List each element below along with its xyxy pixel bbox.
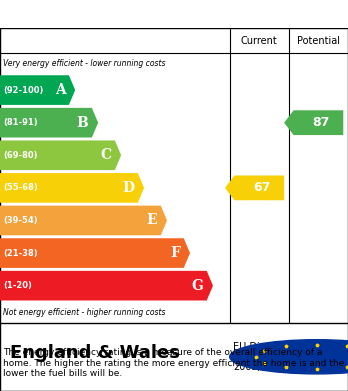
Polygon shape [0,206,167,235]
Text: England & Wales: England & Wales [10,344,180,362]
Text: (81-91): (81-91) [3,118,38,127]
Text: (1-20): (1-20) [3,281,32,290]
Text: A: A [55,83,65,97]
Polygon shape [0,140,121,170]
Text: F: F [171,246,180,260]
Text: (92-100): (92-100) [3,86,44,95]
Text: Potential: Potential [297,36,340,46]
Polygon shape [0,238,190,268]
Text: 67: 67 [253,181,270,194]
Text: G: G [191,279,203,293]
Text: (69-80): (69-80) [3,151,38,160]
Text: E: E [147,213,157,228]
Text: Energy Efficiency Rating: Energy Efficiency Rating [10,5,239,23]
Text: (21-38): (21-38) [3,249,38,258]
Polygon shape [0,271,213,301]
Polygon shape [0,75,75,105]
Text: (39-54): (39-54) [3,216,38,225]
Text: 2002/91/EC: 2002/91/EC [233,362,290,372]
Text: C: C [100,148,111,162]
Polygon shape [225,176,284,200]
Text: EU Directive: EU Directive [233,341,293,352]
Polygon shape [284,110,343,135]
Polygon shape [0,173,144,203]
Text: The energy efficiency rating is a measure of the overall efficiency of a home. T: The energy efficiency rating is a measur… [3,348,345,378]
Text: 87: 87 [312,116,330,129]
Polygon shape [0,108,98,138]
Text: (55-68): (55-68) [3,183,38,192]
Text: Very energy efficient - lower running costs: Very energy efficient - lower running co… [3,59,166,68]
Text: Not energy efficient - higher running costs: Not energy efficient - higher running co… [3,308,166,317]
Text: D: D [122,181,134,195]
Text: B: B [77,116,88,130]
Text: Current: Current [241,36,278,46]
Circle shape [230,340,348,374]
